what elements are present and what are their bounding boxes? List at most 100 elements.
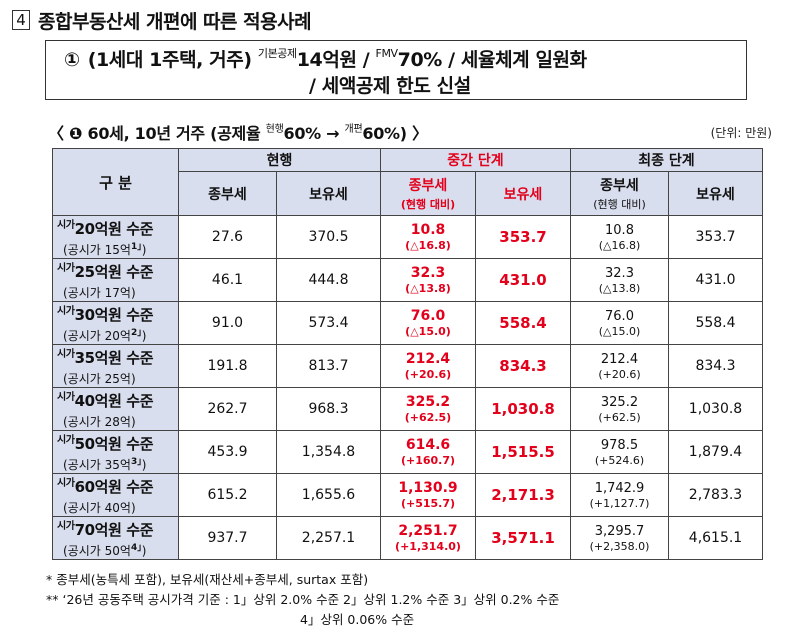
cell-final-comprehensive-delta: (+524.6) (594, 453, 645, 467)
cell-middle-comprehensive-value: 32.3 (410, 264, 446, 281)
scenario-subheading: 〈 ❶ 60세, 10년 거주 (공제율 현행60% → 개편60%) 〉 (48, 120, 428, 144)
cell-final-comprehensive-delta: (+1,127.7) (589, 496, 650, 510)
cell-middle-comprehensive-delta: (+160.7) (400, 453, 456, 467)
cell-middle-holding: 2,171.3 (475, 473, 571, 517)
cell-current-holding: 968.3 (276, 387, 381, 431)
row-price-text: 50억원 수준 (74, 435, 154, 453)
cell-final-holding: 431.0 (668, 258, 763, 302)
row-assessed-close: ) (130, 501, 136, 515)
cell-final-comprehensive-delta: (+62.5) (598, 410, 641, 424)
case-line-2: / 세액공제 한도 신설 (309, 75, 471, 97)
row-price-text: 25억원 수준 (74, 263, 154, 281)
cell-middle-comprehensive-value: 614.6 (405, 436, 451, 453)
table-row: 시가30억원 수준 (공시가 20억2」) 91.0 573.4 76.0 (△15.0)… (52, 301, 763, 345)
col-current-holding: 보유세 (276, 171, 381, 216)
cell-final-holding: 558.4 (668, 301, 763, 345)
fmv-value: 70% / 세율체계 일원화 (397, 49, 587, 71)
cell-middle-comprehensive: 76.0 (△15.0) (380, 301, 476, 345)
subhead-text: 60세, 10년 거주 (공제율 (87, 124, 261, 143)
row-assessed-text: (공시가 20억 (63, 329, 131, 343)
cell-final-comprehensive-value: 325.2 (600, 394, 639, 410)
cell-middle-holding: 353.7 (475, 215, 571, 259)
row-sise: 시가 (57, 478, 75, 489)
pct-reform: 60%) (362, 124, 407, 143)
row-label: 시가60억원 수준 (공시가 40억) (52, 473, 179, 517)
fmv-label: FMV (375, 47, 399, 60)
row-price-text: 70억원 수준 (74, 521, 154, 539)
table-row: 시가50억원 수준 (공시가 35억3」) 453.9 1,354.8 614.6 (+1… (52, 430, 763, 474)
row-assessed-note: 1」 (130, 242, 142, 252)
section-heading: 4 종합부동산세 개편에 따른 적용사례 (12, 5, 312, 35)
row-price: 시가40억원 수준 (57, 388, 178, 411)
row-sise: 시가 (57, 263, 75, 274)
cell-final-comprehensive-delta: (△15.0) (598, 324, 641, 338)
cell-final-comprehensive-delta: (+2,358.0) (589, 539, 650, 553)
row-label: 시가35억원 수준 (공시가 25억) (52, 344, 179, 388)
subhead-open: 〈 (48, 124, 64, 143)
col-middle-comprehensive: 종부세 (현행 대비) (380, 171, 476, 216)
col-final-comprehensive-label: 종부세 (600, 178, 639, 194)
cell-current-holding: 1,655.6 (276, 473, 381, 517)
cell-middle-holding: 1,515.5 (475, 430, 571, 474)
row-assessed-text: (공시가 50억 (63, 544, 131, 558)
row-assessed: (공시가 40억) (57, 497, 178, 516)
row-assessed-close: ) (141, 544, 147, 558)
section-number: 4 (12, 10, 30, 30)
row-assessed-text: (공시가 25억 (63, 372, 131, 386)
row-price: 시가30억원 수준 (57, 302, 178, 325)
row-sise: 시가 (57, 435, 75, 446)
col-current-comprehensive: 종부세 (178, 171, 277, 216)
cell-middle-comprehensive: 10.8 (△16.8) (380, 215, 476, 259)
cell-final-comprehensive-value: 1,742.9 (594, 480, 645, 496)
row-assessed-note: 3」 (130, 457, 142, 467)
cell-middle-comprehensive-delta: (+515.7) (400, 496, 456, 510)
row-price: 시가35억원 수준 (57, 345, 178, 368)
cell-current-comprehensive: 937.7 (178, 516, 277, 560)
row-label: 시가25억원 수준 (공시가 17억) (52, 258, 179, 302)
row-price-text: 30억원 수준 (74, 306, 154, 324)
cell-final-comprehensive: 325.2 (+62.5) (570, 387, 669, 431)
cell-middle-comprehensive-value: 76.0 (410, 307, 446, 324)
cell-middle-holding: 431.0 (475, 258, 571, 302)
cell-middle-comprehensive: 325.2 (+62.5) (380, 387, 476, 431)
cell-final-comprehensive-delta: (△16.8) (598, 238, 641, 252)
row-sise: 시가 (57, 220, 75, 231)
row-assessed-close: ) (130, 372, 136, 386)
row-label: 시가50억원 수준 (공시가 35억3」) (52, 430, 179, 474)
cell-final-holding: 2,783.3 (668, 473, 763, 517)
cell-middle-comprehensive-value: 10.8 (410, 221, 446, 238)
row-assessed-close: ) (130, 286, 136, 300)
cell-current-comprehensive: 27.6 (178, 215, 277, 259)
row-sise: 시가 (57, 306, 75, 317)
cell-final-comprehensive: 1,742.9 (+1,127.7) (570, 473, 669, 517)
cell-final-holding: 353.7 (668, 215, 763, 259)
cell-current-comprehensive: 615.2 (178, 473, 277, 517)
row-label: 시가40억원 수준 (공시가 28억) (52, 387, 179, 431)
header-current: 현행 (178, 148, 381, 172)
row-assessed-note: 4」 (130, 543, 142, 553)
row-assessed-text: (공시가 28억 (63, 415, 131, 429)
subhead-close: 〉 (412, 124, 428, 143)
cell-middle-comprehensive: 32.3 (△13.8) (380, 258, 476, 302)
cell-current-comprehensive: 91.0 (178, 301, 277, 345)
cell-current-holding: 2,257.1 (276, 516, 381, 560)
cell-current-comprehensive: 191.8 (178, 344, 277, 388)
cell-final-comprehensive-delta: (△13.8) (598, 281, 641, 295)
cell-final-comprehensive-value: 978.5 (600, 437, 639, 453)
case-box: ① (1세대 1주택, 거주) 기본공제14억원 / FMV70% / 세율체계 … (45, 40, 747, 100)
cell-final-holding: 1,879.4 (668, 430, 763, 474)
case-circle-number: ① (64, 49, 80, 71)
row-assessed: (공시가 25억) (57, 368, 178, 387)
cell-final-comprehensive-value: 76.0 (605, 308, 634, 324)
row-sise: 시가 (57, 392, 75, 403)
cell-middle-comprehensive-value: 2,251.7 (398, 522, 458, 539)
cell-final-comprehensive-value: 32.3 (605, 265, 634, 281)
cell-final-holding: 4,615.1 (668, 516, 763, 560)
cell-current-comprehensive: 453.9 (178, 430, 277, 474)
sup-current: 현행 (265, 124, 284, 135)
row-assessed-text: (공시가 15억 (63, 243, 131, 257)
row-label: 시가30억원 수준 (공시가 20억2」) (52, 301, 179, 345)
header-middle: 중간 단계 (380, 148, 571, 172)
sup-reform: 개편 (344, 124, 363, 135)
row-assessed: (공시가 28억) (57, 411, 178, 430)
